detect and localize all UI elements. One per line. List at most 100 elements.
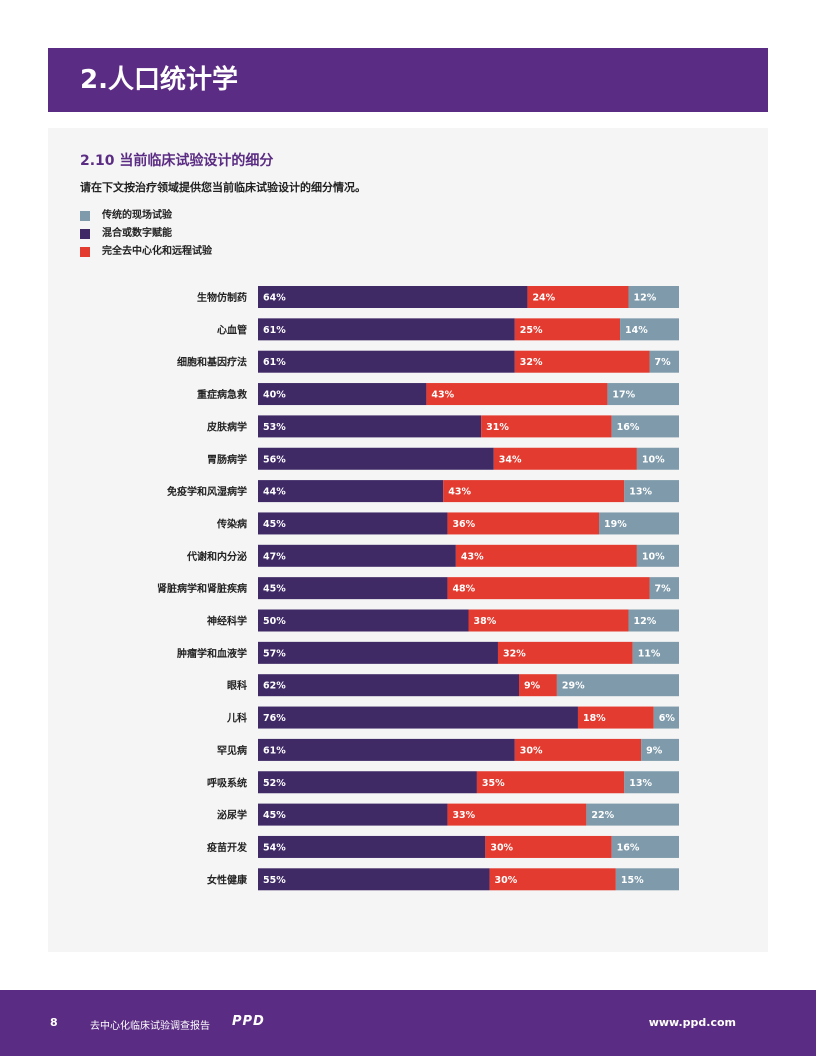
bar-segment-decentralized <box>497 641 633 664</box>
data-label-hybrid: 57% <box>263 648 286 659</box>
footer-url-link[interactable]: www.ppd.com <box>648 1016 736 1029</box>
data-label-hybrid: 61% <box>263 745 286 756</box>
data-label-decentralized: 43% <box>431 390 454 401</box>
bar-segment-traditional <box>641 738 679 761</box>
data-label-decentralized: 31% <box>486 422 509 433</box>
bar-segment-traditional <box>611 415 679 438</box>
bar-segment-decentralized <box>514 350 650 373</box>
category-label: 肿瘤学和血液学 <box>177 647 247 660</box>
data-label-decentralized: 48% <box>452 584 475 595</box>
category-label: 肾脏病学和肾脏疾病 <box>157 582 247 595</box>
bar-segment-hybrid <box>258 868 490 891</box>
bar-segment-hybrid <box>258 415 482 438</box>
bar-segment-hybrid <box>258 674 520 697</box>
bar-segment-traditional <box>636 544 679 567</box>
bar-segment-hybrid <box>258 771 477 794</box>
bar-segment-hybrid <box>258 641 498 664</box>
bar-segment-hybrid <box>258 577 448 600</box>
page-number: 8 <box>50 1016 58 1029</box>
bar-segment-hybrid <box>258 480 444 503</box>
category-label: 神经科学 <box>207 615 247 628</box>
data-label-traditional: 10% <box>642 454 665 465</box>
data-label-traditional: 14% <box>625 325 648 336</box>
bar-segment-hybrid <box>258 383 427 406</box>
bar-segment-traditional <box>628 609 679 632</box>
bar-segment-traditional <box>586 803 679 826</box>
section-title: 2.10 当前临床试验设计的细分 <box>80 153 274 169</box>
data-label-decentralized: 32% <box>520 357 543 368</box>
bar-segment-hybrid <box>258 286 528 308</box>
legend-swatch-decentralized <box>80 247 90 257</box>
data-label-decentralized: 38% <box>474 616 497 627</box>
data-label-decentralized: 30% <box>495 875 518 886</box>
page-title: 2.人口统计学 <box>80 65 238 95</box>
data-label-decentralized: 33% <box>452 810 475 821</box>
data-label-traditional: 11% <box>638 648 661 659</box>
bar-segment-decentralized <box>481 415 612 438</box>
header-band <box>48 48 768 112</box>
data-label-hybrid: 61% <box>263 325 286 336</box>
data-label-hybrid: 52% <box>263 778 286 789</box>
data-label-decentralized: 30% <box>520 745 543 756</box>
bar-segment-decentralized <box>527 286 629 308</box>
legend-item-traditional: 传统的现场试验 <box>80 209 172 223</box>
bar-segment-decentralized <box>447 803 587 826</box>
data-label-hybrid: 45% <box>263 584 286 595</box>
ppd-logo: PPD <box>232 1014 265 1029</box>
bar-segment-traditional <box>556 674 679 697</box>
bar-segment-decentralized <box>493 447 637 470</box>
legend-swatch-traditional <box>80 211 90 221</box>
bar-segment-traditional <box>615 868 679 891</box>
category-label: 代谢和内分泌 <box>186 550 247 563</box>
bar-segment-traditional <box>624 771 679 794</box>
bar-segment-traditional <box>653 706 679 729</box>
bar-segment-hybrid <box>258 318 515 341</box>
bar-segment-hybrid <box>258 447 494 470</box>
data-label-traditional: 7% <box>655 357 672 368</box>
data-label-hybrid: 47% <box>263 551 286 562</box>
data-label-traditional: 19% <box>604 519 627 530</box>
bar-segment-traditional <box>607 383 679 406</box>
bar-segment-decentralized <box>447 577 650 600</box>
data-label-traditional: 10% <box>642 551 665 562</box>
category-label: 泌尿学 <box>217 809 247 822</box>
bar-segment-traditional <box>620 318 679 341</box>
data-label-decentralized: 43% <box>461 551 484 562</box>
bar-segment-decentralized <box>443 480 625 503</box>
bar-segment-traditional <box>636 447 679 470</box>
data-label-traditional: 12% <box>633 293 656 304</box>
category-label: 传染病 <box>216 517 247 530</box>
bar-segment-hybrid <box>258 609 469 632</box>
category-label: 女性健康 <box>207 873 248 886</box>
data-label-traditional: 6% <box>659 713 676 724</box>
bar-segment-traditional <box>649 577 679 600</box>
category-label: 眼科 <box>227 679 247 692</box>
category-label: 生物仿制药 <box>197 291 247 304</box>
data-label-hybrid: 45% <box>263 810 286 821</box>
data-label-traditional: 13% <box>629 778 652 789</box>
legend-label-decentralized: 完全去中心化和远程试验 <box>102 246 212 257</box>
bar-segment-decentralized <box>519 674 557 697</box>
bar-segment-hybrid <box>258 803 448 826</box>
data-label-decentralized: 32% <box>503 648 526 659</box>
legend-item-decentralized: 完全去中心化和远程试验 <box>80 245 212 259</box>
data-label-traditional: 12% <box>633 616 656 627</box>
bar-segment-decentralized <box>485 835 612 858</box>
data-label-hybrid: 50% <box>263 616 286 627</box>
category-label: 呼吸系统 <box>207 776 247 789</box>
category-label: 胃肠病学 <box>207 453 247 466</box>
data-label-traditional: 17% <box>612 390 635 401</box>
bar-segment-decentralized <box>468 609 629 632</box>
data-label-decentralized: 34% <box>499 454 522 465</box>
bar-segment-hybrid <box>258 706 578 729</box>
data-label-decentralized: 30% <box>490 842 513 853</box>
bar-segment-traditional <box>611 835 679 858</box>
data-label-hybrid: 40% <box>263 390 286 401</box>
legend-label-traditional: 传统的现场试验 <box>102 210 172 221</box>
bar-segment-decentralized <box>514 318 621 341</box>
data-label-decentralized: 36% <box>452 519 475 530</box>
bar-segment-traditional <box>628 286 679 308</box>
bar-segment-hybrid <box>258 835 486 858</box>
bar-segment-hybrid <box>258 350 515 373</box>
